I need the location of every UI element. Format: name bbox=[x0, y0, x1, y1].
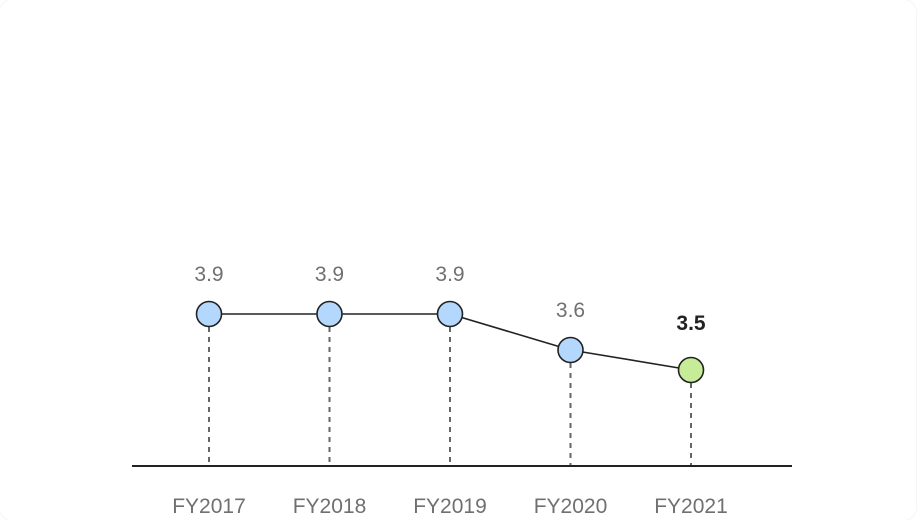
data-point bbox=[195, 300, 223, 328]
data-point bbox=[436, 300, 464, 328]
data-label: 3.9 bbox=[194, 263, 223, 286]
x-tick-label: FY2019 bbox=[413, 495, 487, 518]
x-tick-label: FY2020 bbox=[534, 495, 608, 518]
series-line-segment bbox=[570, 349, 692, 371]
x-tick-label: FY2021 bbox=[654, 495, 728, 518]
data-label: 3.5 bbox=[676, 312, 706, 335]
data-point bbox=[557, 336, 584, 364]
data-label: 3.9 bbox=[435, 263, 464, 286]
data-point bbox=[316, 300, 343, 328]
series-line-segment bbox=[449, 313, 571, 351]
highlight-point bbox=[677, 356, 705, 384]
data-label: 3.9 bbox=[315, 263, 344, 286]
data-label: 3.6 bbox=[556, 299, 585, 322]
x-tick-label: FY2017 bbox=[172, 495, 246, 518]
x-tick-label: FY2018 bbox=[293, 495, 367, 518]
